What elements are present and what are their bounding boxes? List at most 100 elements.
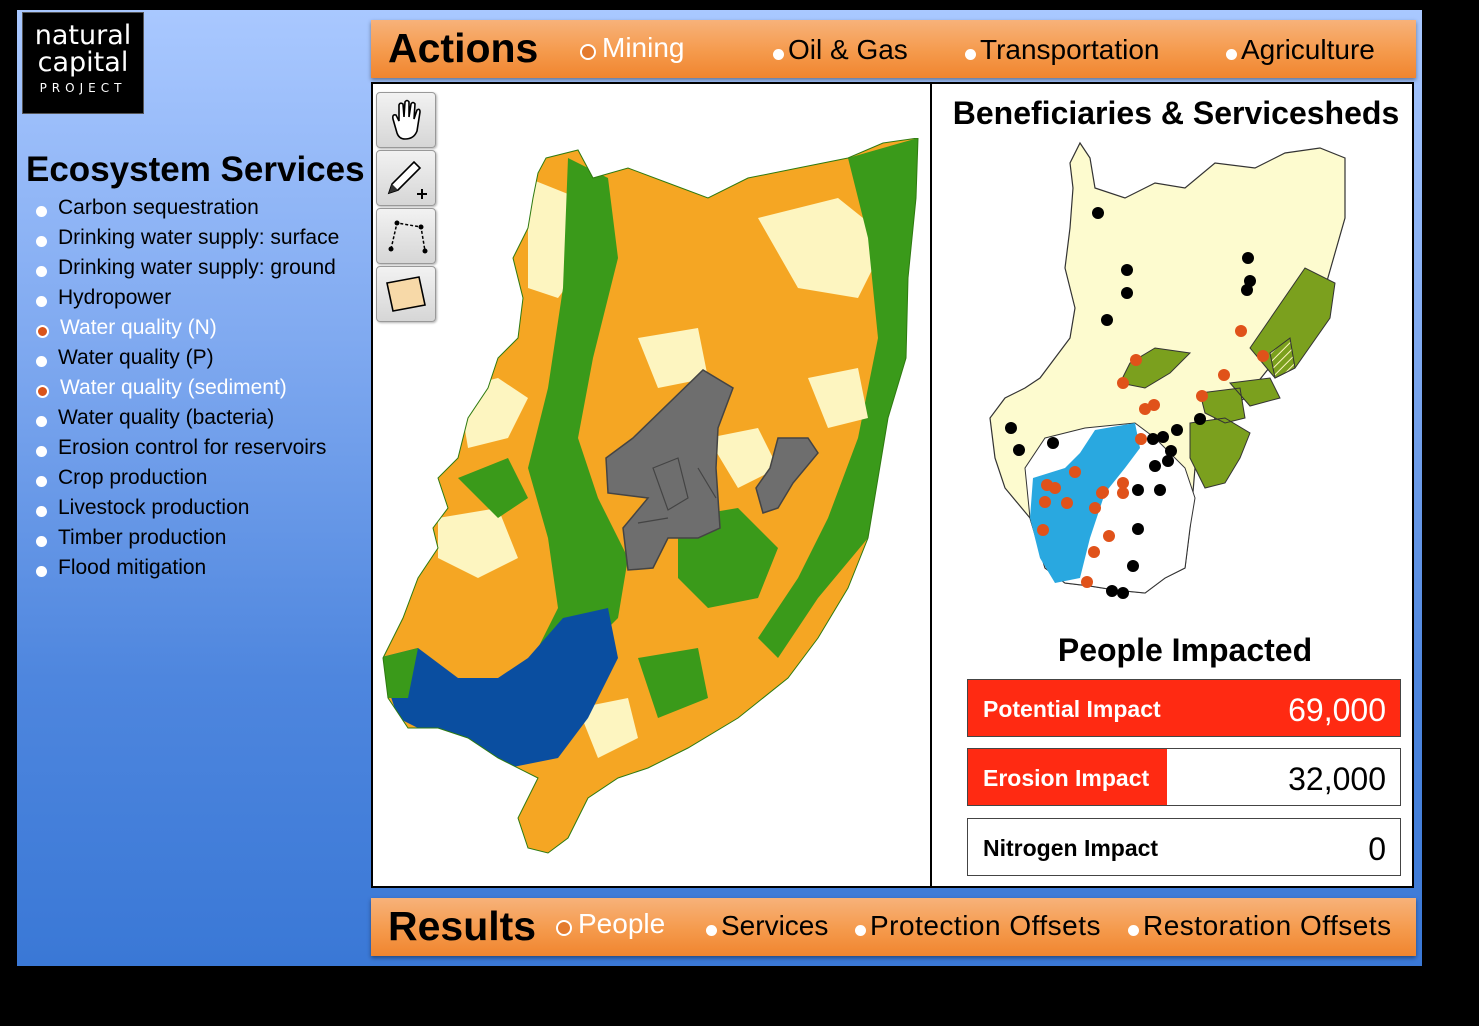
service-item-water-quality-p[interactable]: Water quality (P) [36,343,339,373]
beneficiaries-title: Beneficiaries & Servicesheds [952,95,1400,131]
service-label: Water quality (bacteria) [58,406,275,429]
result-option-services[interactable]: Services [706,910,828,942]
radio-dot-icon[interactable] [36,535,47,547]
beneficiary-points-orange [1037,325,1269,588]
results-title: Results [388,903,537,949]
nitrogen-impact-value: 0 [1368,831,1386,867]
radio-dot-selected-icon[interactable] [36,384,49,398]
nitrogen-impact-row: Nitrogen Impact 0 [967,818,1401,876]
radio-dot-icon[interactable] [855,924,866,936]
beneficiary-points-black [1005,207,1256,599]
people-impacted-title: People Impacted [1057,632,1313,668]
radio-dot-selected-icon[interactable] [36,324,49,338]
radio-dot-icon[interactable] [36,445,47,457]
potential-impact-value: 69,000 [1288,692,1386,728]
radio-dot-icon[interactable] [36,205,47,217]
service-item-carbon[interactable]: Carbon sequestration [36,193,339,223]
result-option-label: Restoration Offsets [1143,910,1392,941]
radio-dot-icon[interactable] [36,505,47,517]
service-label: Water quality (N) [60,316,217,339]
action-option-label: Mining [602,32,685,63]
nitrogen-impact-label: Nitrogen Impact [983,835,1159,861]
draw-point-icon [387,160,427,199]
service-item-hydropower[interactable]: Hydropower [36,283,339,313]
service-label: Drinking water supply: surface [58,226,340,249]
action-option-oil-gas[interactable]: Oil & Gas [773,34,908,66]
pan-tool-button[interactable] [376,92,436,148]
service-item-water-surface[interactable]: Drinking water supply: surface [36,223,339,253]
logo-line-3: PROJECT [39,81,127,95]
draw-polygon-icon [386,276,426,312]
ecosystem-services-list: Carbon sequestration Drinking water supp… [36,193,339,583]
service-item-erosion-control[interactable]: Erosion control for reservoirs [36,433,339,463]
action-option-label: Transportation [980,34,1160,65]
result-option-restoration-offsets[interactable]: Restoration Offsets [1128,910,1392,942]
result-option-protection-offsets[interactable]: Protection Offsets [855,910,1101,942]
erosion-impact-row: Erosion Impact 32,000 [967,748,1401,806]
action-option-label: Oil & Gas [788,34,908,65]
service-label: Drinking water supply: ground [58,256,336,279]
radio-dot-icon[interactable] [965,48,976,60]
erosion-impact-value: 32,000 [1288,761,1386,797]
serviceshed-map[interactable] [985,138,1365,603]
service-item-crop-production[interactable]: Crop production [36,463,339,493]
panel-divider [930,82,932,888]
ecosystem-services-title: Ecosystem Services [26,150,365,189]
draw-point-button[interactable] [376,150,436,206]
service-label: Water quality (sediment) [60,376,287,399]
draw-polygon-button[interactable] [376,266,436,322]
mining-footprint-small[interactable] [755,437,819,514]
natural-capital-logo: natural capital PROJECT [22,12,144,114]
service-item-livestock-production[interactable]: Livestock production [36,493,339,523]
radio-dot-icon[interactable] [706,924,717,936]
radio-dot-icon[interactable] [1128,924,1139,936]
radio-dot-icon[interactable] [36,355,47,367]
radio-dot-icon[interactable] [1226,48,1237,60]
service-item-water-quality-sediment[interactable]: Water quality (sediment) [36,373,339,403]
erosion-impact-fill [968,749,1167,805]
result-option-label: People [578,908,666,939]
service-item-timber-production[interactable]: Timber production [36,523,339,553]
service-label: Carbon sequestration [58,196,259,219]
service-label: Hydropower [58,286,172,309]
radio-dot-icon[interactable] [36,265,47,277]
radio-dot-icon[interactable] [773,48,784,60]
action-option-transportation[interactable]: Transportation [965,34,1160,66]
draw-line-icon [388,220,428,254]
action-option-mining[interactable]: Mining [580,32,684,64]
potential-impact-fill [968,680,1400,736]
service-item-flood-mitigation[interactable]: Flood mitigation [36,553,339,583]
mining-footprint-area[interactable] [605,369,734,571]
radio-dot-icon[interactable] [36,475,47,487]
land-cover-map[interactable] [378,138,923,858]
radio-dot-selected-icon[interactable] [556,920,572,936]
draw-line-button[interactable] [376,208,436,264]
result-option-people[interactable]: People [556,908,665,940]
service-item-water-quality-n[interactable]: Water quality (N) [36,313,339,343]
actions-title: Actions [388,25,539,71]
radio-dot-icon[interactable] [36,235,47,247]
action-option-label: Agriculture [1241,34,1375,65]
potential-impact-label: Potential Impact [983,696,1161,722]
service-label: Crop production [58,466,208,489]
radio-dot-selected-icon[interactable] [580,44,596,60]
action-option-agriculture[interactable]: Agriculture [1226,34,1375,66]
radio-dot-icon[interactable] [36,295,47,307]
result-option-label: Protection Offsets [870,910,1102,941]
service-label: Water quality (P) [58,346,214,369]
potential-impact-row: Potential Impact 69,000 [967,679,1401,737]
service-label: Livestock production [58,496,250,519]
actions-bar: Actions Mining Oil & Gas Transportation … [371,20,1416,78]
radio-dot-icon[interactable] [36,565,47,577]
service-label: Flood mitigation [58,556,207,579]
service-label: Timber production [58,526,227,549]
result-option-label: Services [721,910,829,941]
logo-line-2: capital [37,47,129,78]
radio-dot-icon[interactable] [36,415,47,427]
erosion-impact-label: Erosion Impact [983,765,1150,791]
pan-tool-icon [392,99,421,140]
service-item-water-ground[interactable]: Drinking water supply: ground [36,253,339,283]
logo-line-1: natural [34,20,132,51]
results-bar: Results People Services Protection Offse… [371,898,1416,956]
service-item-water-quality-bacteria[interactable]: Water quality (bacteria) [36,403,339,433]
